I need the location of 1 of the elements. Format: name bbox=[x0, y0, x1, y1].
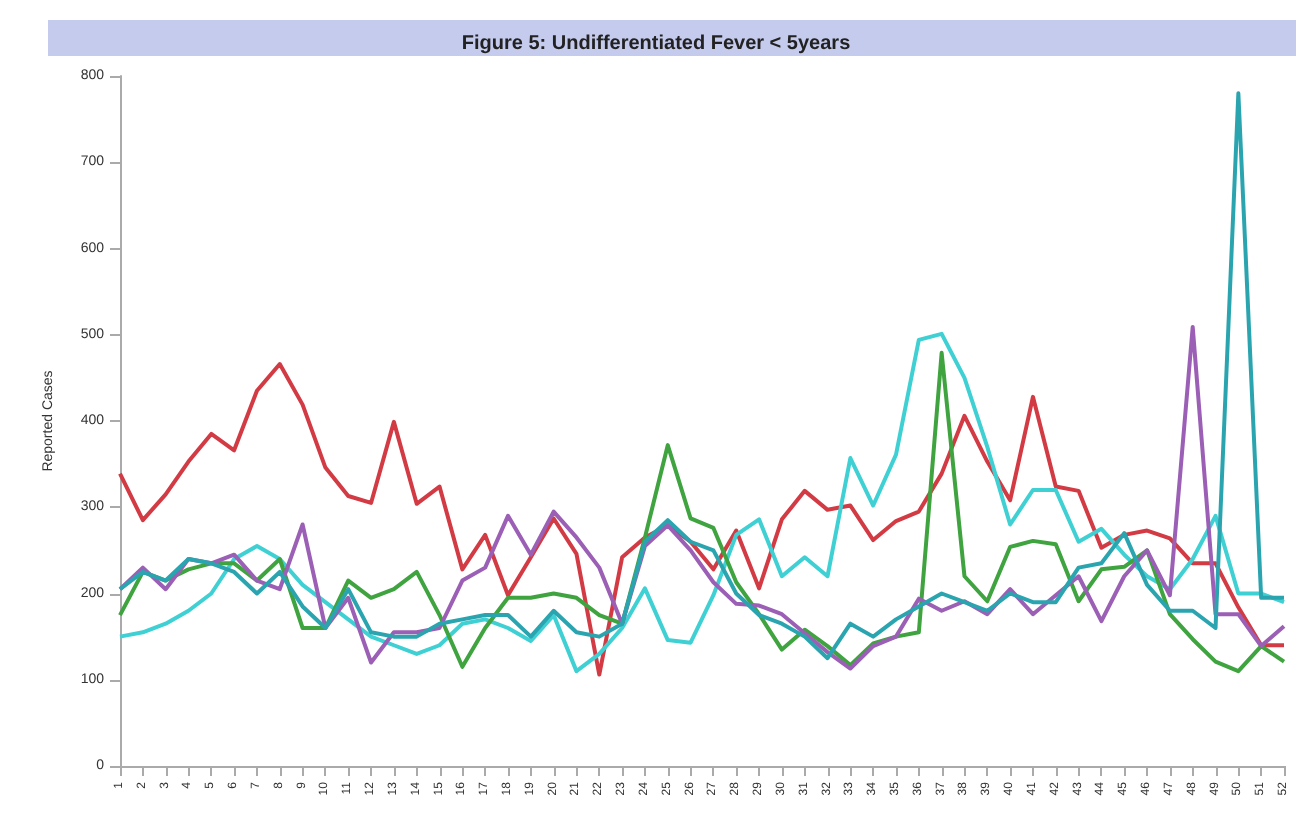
chart-title: Figure 5: Undifferentiated Fever < 5years bbox=[461, 33, 852, 55]
